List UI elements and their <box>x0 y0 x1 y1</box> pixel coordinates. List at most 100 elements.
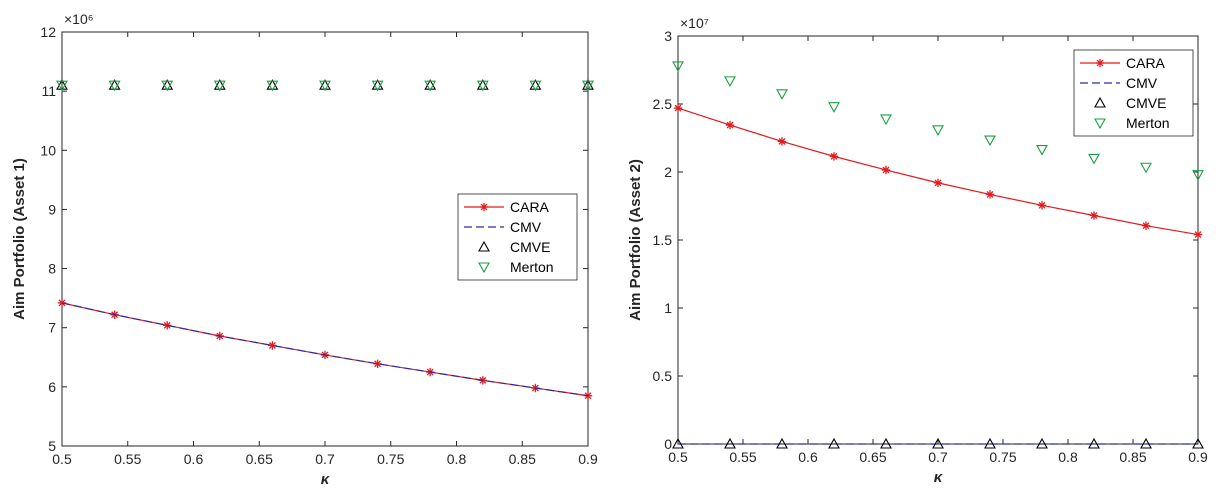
x-tick-label: 0.5 <box>668 449 688 465</box>
x-tick-label: 0.7 <box>315 451 335 467</box>
data-point-merton-3 <box>213 80 226 92</box>
data-point-cara-1-d2 <box>726 121 734 129</box>
data-point-cmve-9 <box>1140 437 1152 449</box>
y-tick-label: 6 <box>48 379 56 395</box>
legend-entry-merton-marker <box>1094 118 1106 130</box>
data-point-merton-7 <box>424 80 437 92</box>
data-point-cara-6-d2 <box>374 360 382 368</box>
data-point-cmve-8 <box>1088 437 1100 449</box>
legend-entry-cara-label: CARA <box>1126 55 1166 71</box>
x-tick-label: 0.6 <box>184 451 204 467</box>
y-tick-label: 1 <box>664 300 672 316</box>
data-point-merton-2 <box>161 80 174 92</box>
data-point-merton-1 <box>108 80 121 92</box>
y-tick-label: 2.5 <box>653 96 673 112</box>
y-tick-label: 11 <box>41 83 56 99</box>
legend-entry-cara-marker-d2 <box>1096 59 1104 67</box>
y-tick-label: 2 <box>664 164 672 180</box>
y-tick-label: 5 <box>48 438 56 454</box>
data-point-cmve-5 <box>932 437 944 449</box>
chart-1: 0.5 0.55 0.6 0.65 0.7 0.75 0.8 0.85 0.9 5 6 7 8 9 10 11… <box>11 11 598 488</box>
data-point-merton-10 <box>1192 170 1204 181</box>
data-point-cara-9-d2 <box>1142 222 1150 230</box>
y-tick-label: 9 <box>48 201 56 217</box>
data-point-cara-7-d2 <box>1038 201 1046 209</box>
data-point-merton-7 <box>1036 145 1048 156</box>
legend-box <box>457 193 578 281</box>
data-point-merton-4 <box>266 80 279 92</box>
chart-2: 0.5 0.55 0.6 0.65 0.7 0.75 0.8 0.85 0.900.511.52… <box>627 15 1208 486</box>
data-point-merton-8 <box>1088 153 1100 165</box>
legend-entry-merton-marker <box>478 262 490 274</box>
legend-entry-cara-label: CARA <box>510 199 550 215</box>
data-point-merton-4 <box>880 114 892 126</box>
data-point-merton-0 <box>672 61 684 73</box>
y-tick-label: 7 <box>48 320 56 336</box>
series-cmv <box>61 302 589 397</box>
series-cara <box>673 103 1203 239</box>
data-point-merton-1 <box>724 76 736 88</box>
x-tick-label: 0.8 <box>1058 449 1078 465</box>
legend-entry-merton-label: Merton <box>510 259 554 275</box>
data-point-cara-2-d2 <box>163 321 171 329</box>
data-point-cmve-3 <box>828 437 840 449</box>
data-point-cara-6-d2 <box>986 191 994 198</box>
y-tick-label: 0 <box>664 436 672 452</box>
data-point-merton-10 <box>582 80 594 92</box>
x-tick-label: 0.85 <box>509 451 536 467</box>
x-tick-label: 0.6 <box>798 449 818 465</box>
legend-entry-cmve-label: CMVE <box>1126 95 1166 111</box>
legend-entry-cmv-label: CMV <box>510 219 542 235</box>
data-point-cara-4-d2 <box>268 342 276 349</box>
data-point-cara-4-d2 <box>882 166 890 174</box>
data-point-cmve-6 <box>984 437 996 449</box>
data-point-cara-8-d2 <box>1090 212 1098 219</box>
x-tick-label: 0.65 <box>859 449 886 465</box>
data-point-cara-10-d2 <box>1194 231 1202 238</box>
legend-entry-cara-marker-d2 <box>480 203 488 211</box>
data-point-cara-3-d2 <box>830 152 838 160</box>
series-merton <box>56 80 594 92</box>
legend-entry-cmve-label: CMVE <box>510 239 550 255</box>
data-point-merton-8 <box>476 80 489 92</box>
data-point-merton-9 <box>529 80 542 92</box>
x-axis-label: κ <box>934 469 944 486</box>
series-cmve <box>672 437 1204 449</box>
legend: CARA CMV CMVE Merton <box>1073 49 1194 137</box>
data-point-merton-0 <box>56 80 68 92</box>
data-point-cara-5-d2 <box>934 179 942 187</box>
x-tick-label: 0.9 <box>578 451 598 467</box>
x-tick-label: 0.75 <box>989 449 1016 465</box>
x-tick-label: 0.7 <box>928 449 948 465</box>
data-point-cmve-2 <box>776 437 788 449</box>
data-point-cmve-4 <box>880 437 892 449</box>
x-tick-label: 0.75 <box>377 451 404 467</box>
y-tick-label: 1.5 <box>653 232 673 248</box>
data-point-cmve-10 <box>1192 437 1204 449</box>
data-point-merton-6 <box>984 135 996 147</box>
y-exponent-label: ×10⁷ <box>680 15 709 31</box>
data-point-cmve-1 <box>724 437 736 449</box>
x-axis-label: κ <box>321 471 331 488</box>
legend-entry-merton-label: Merton <box>1126 115 1170 131</box>
x-tick-label: 0.55 <box>729 449 756 465</box>
y-tick-label: 12 <box>40 24 56 40</box>
data-point-merton-5 <box>932 125 944 136</box>
y-tick-label: 3 <box>664 28 672 44</box>
legend-entry-cmve-marker <box>1094 96 1106 108</box>
y-axis-label: Aim Portfolio (Asset 2) <box>627 159 644 321</box>
x-tick-label: 0.8 <box>447 451 467 467</box>
data-point-merton-6 <box>371 80 384 92</box>
legend-entry-cmv-label: CMV <box>1126 75 1158 91</box>
x-tick-label: 0.5 <box>52 451 72 467</box>
x-tick-label: 0.55 <box>114 451 141 467</box>
data-point-merton-2 <box>776 89 788 100</box>
data-point-cara-0-d2 <box>674 104 682 112</box>
y-axis-label: Aim Portfolio (Asset 1) <box>11 158 28 320</box>
legend: CARA CMV CMVE Merton <box>457 193 578 281</box>
y-tick-label: 8 <box>48 261 56 277</box>
series-merton <box>672 61 1204 181</box>
data-point-merton-9 <box>1140 162 1152 174</box>
